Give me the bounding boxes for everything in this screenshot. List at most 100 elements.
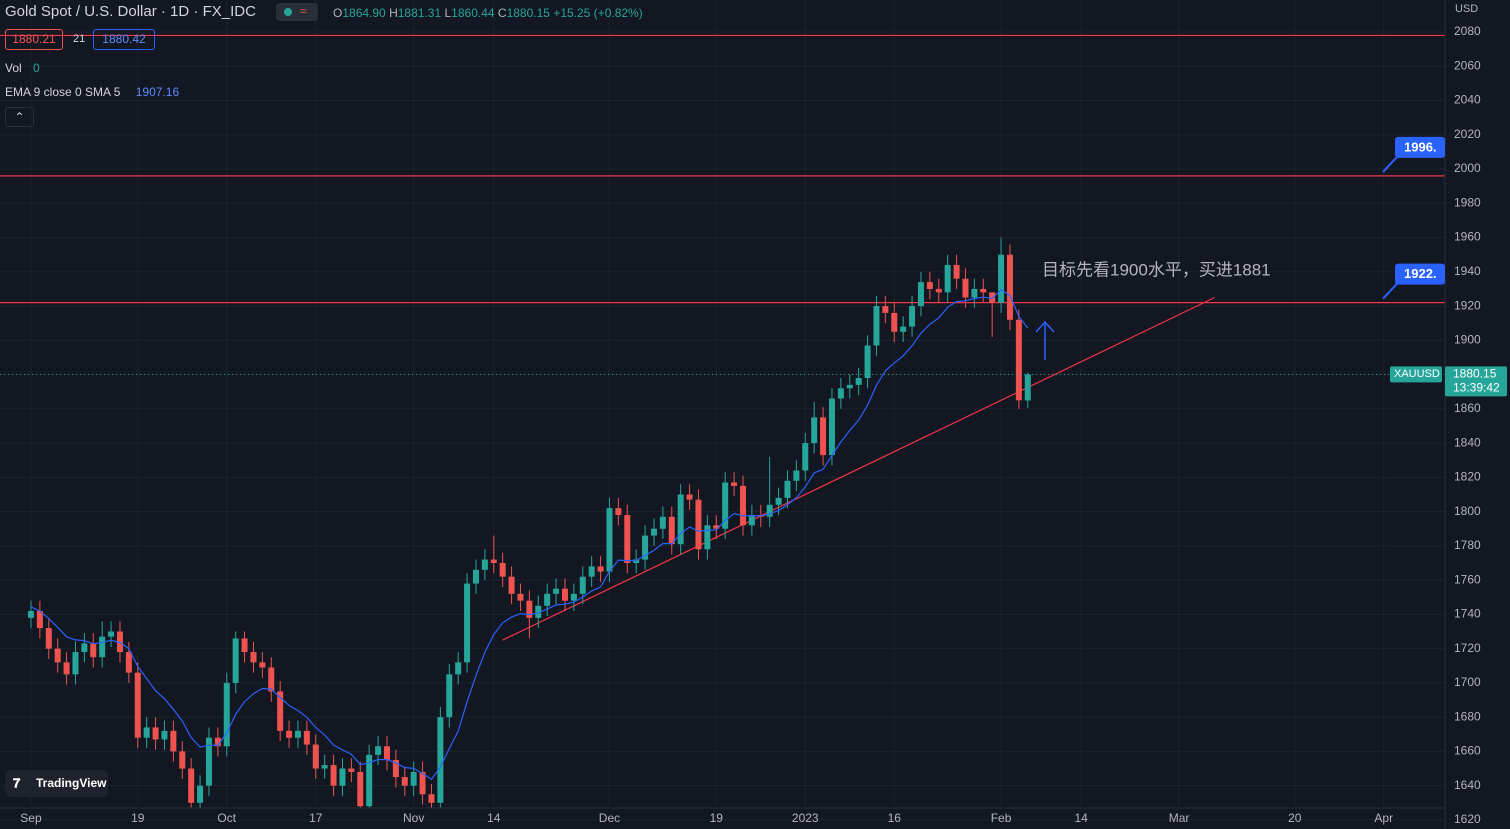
trendline (502, 296, 1215, 641)
candle-body (410, 771, 417, 786)
candle-body (900, 326, 907, 332)
y-tick-label: 1620 (1454, 812, 1481, 826)
low-value: 1860.44 (451, 6, 495, 20)
candle-body (499, 563, 506, 577)
candle-body (90, 643, 97, 658)
candle-body (205, 737, 212, 786)
candle-body (223, 682, 230, 747)
candle-body (650, 528, 657, 536)
y-tick-label: 1980 (1454, 195, 1481, 209)
collapse-button[interactable]: ⌃ (5, 107, 34, 127)
y-tick-label: 1740 (1454, 607, 1481, 621)
annotation-arrow-head (1035, 320, 1055, 333)
high-label: H (389, 6, 398, 20)
candle-body (241, 638, 248, 653)
candle-body (998, 254, 1005, 303)
candle-body (793, 470, 800, 481)
x-tick-label: Sep (20, 811, 42, 825)
currency-label[interactable]: USD (1455, 3, 1478, 15)
candle-body (624, 515, 631, 564)
status-dot (284, 8, 292, 16)
candle-body (731, 482, 738, 486)
candle-body (828, 398, 835, 456)
x-tick-label: 19 (710, 811, 724, 825)
candle-body (864, 345, 871, 379)
candle-body (891, 312, 898, 332)
x-tick-label: Oct (217, 811, 236, 825)
candle-body (259, 662, 266, 668)
candle-body (375, 746, 382, 755)
price-label: 1880.15 (1453, 367, 1497, 381)
candle-body (446, 674, 453, 718)
ema-value: 1907.16 (135, 85, 180, 99)
candle-body (330, 765, 337, 786)
candle-body (455, 662, 462, 675)
low-label: L (444, 6, 452, 20)
callout-pointer (1382, 281, 1399, 300)
candle-body (401, 777, 408, 786)
sell-button[interactable]: 1880.21 (5, 29, 63, 50)
candle-body (348, 768, 355, 772)
y-tick-label: 2080 (1454, 24, 1481, 38)
high-value: 1881.31 (397, 6, 442, 20)
candle-body (45, 628, 52, 649)
ema-legend: EMA 9 close 0 SMA 5 1907.16 (5, 85, 179, 99)
y-tick-label: 1800 (1454, 504, 1481, 518)
candle-body (277, 691, 284, 731)
candle-body (188, 768, 195, 803)
close-value: 1880.15 (506, 6, 550, 20)
candle-body (561, 588, 568, 601)
candle-body (321, 765, 328, 769)
candle-body (535, 605, 542, 618)
candle-body (268, 667, 275, 692)
candle-body (704, 525, 711, 550)
candle-body (1015, 319, 1022, 401)
plot-area (0, 34, 1445, 808)
logo: TradingView (36, 776, 107, 790)
candle-body (606, 508, 613, 572)
candle-body (99, 636, 106, 658)
candle-body (677, 494, 684, 545)
candle-body (633, 559, 640, 564)
open-label: O (333, 6, 343, 20)
logo-mark: 𝟕 (13, 775, 21, 790)
candle-body (303, 730, 310, 745)
y-tick-label: 1680 (1454, 709, 1481, 723)
symbol-box (1390, 366, 1442, 383)
candle-body (713, 525, 720, 529)
x-tick-label: 2023 (792, 811, 819, 825)
candle-body (802, 443, 809, 471)
candle-body (544, 593, 551, 606)
buy-button[interactable]: 1880.42 (93, 29, 155, 50)
candle-body (953, 264, 960, 279)
symbol-title[interactable]: Gold Spot / U.S. Dollar · 1D · FX_IDC (5, 3, 256, 20)
candle-body (642, 535, 649, 560)
candle-body (989, 292, 996, 303)
x-tick-label: 20 (1288, 811, 1302, 825)
y-tick-label: 1720 (1454, 641, 1481, 655)
x-tick-label: 17 (309, 811, 323, 825)
y-tick-label: 1700 (1454, 675, 1481, 689)
candle-body (428, 794, 435, 803)
candle-body (383, 746, 390, 760)
candle-body (72, 652, 79, 675)
symbol-label: XAUUSD (1394, 368, 1440, 380)
candle-body (766, 504, 773, 517)
candle-body (909, 306, 916, 327)
candle-body (81, 643, 88, 653)
y-tick-label: 1940 (1454, 264, 1481, 278)
ohlc-legend: O1864.90 H1881.31 L1860.44 C1880.15 +15.… (333, 6, 643, 20)
candle-body (526, 600, 533, 618)
candle-body (935, 288, 942, 293)
volume-label: Vol (5, 61, 22, 75)
y-tick-label: 1640 (1454, 778, 1481, 792)
candle-body (873, 306, 880, 346)
x-tick-label: Nov (403, 811, 424, 825)
candle-body (161, 730, 168, 740)
candle-body (615, 508, 622, 516)
callout-label: 1922. (1404, 266, 1437, 281)
status-badge[interactable]: ≈ (276, 3, 318, 21)
y-tick-label: 2000 (1454, 161, 1481, 175)
